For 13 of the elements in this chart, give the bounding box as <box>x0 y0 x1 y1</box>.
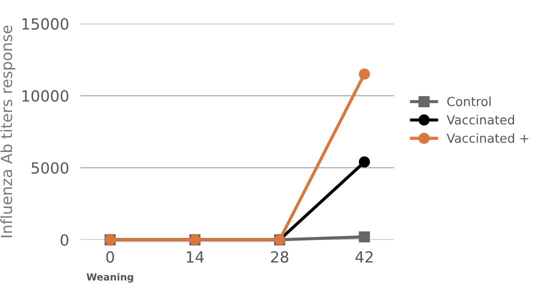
x-tick-label: 0 <box>106 251 114 263</box>
y-tick-label: 15000 <box>22 18 68 30</box>
legend-label: Vaccinated + <box>446 133 528 143</box>
y-tick-label: 5000 <box>32 162 68 174</box>
x-tick-label: 42 <box>355 251 373 262</box>
y-tick-label: 10000 <box>22 90 68 102</box>
y-axis-title: Influenza Ab titers response <box>0 26 16 238</box>
x-tick-label: 28 <box>271 251 288 263</box>
text: Weaning <box>86 273 134 283</box>
legend-label: Vaccinated <box>446 114 514 125</box>
x-tick-label: 14 <box>186 251 204 262</box>
legend-label: Control <box>447 96 491 106</box>
y-tick-label: 0 <box>60 234 68 246</box>
